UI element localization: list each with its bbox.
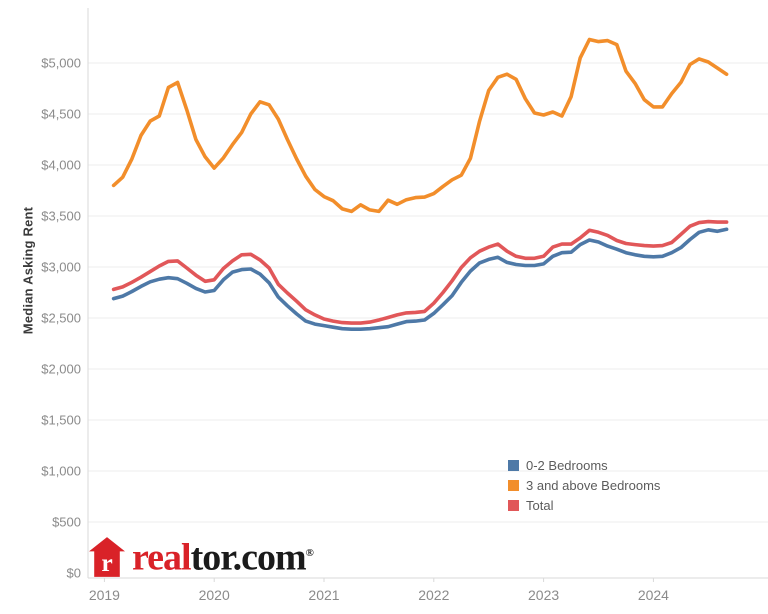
x-tick-label: 2019: [89, 587, 120, 603]
y-tick-label: $5,000: [41, 56, 81, 71]
legend-item-3-and-above-bedrooms: 3 and above Bedrooms: [508, 475, 660, 495]
series-line-3-and-above-bedrooms: [111, 37, 729, 214]
legend-item-0-2-bedrooms: 0-2 Bedrooms: [508, 455, 660, 475]
realtor-wordmark-rest: tor.com: [190, 536, 307, 579]
x-tick-label: 2023: [528, 587, 559, 603]
y-tick-label: $3,000: [41, 260, 81, 275]
y-tick-label: $1,000: [41, 464, 81, 479]
y-tick-label: $1,500: [41, 413, 81, 428]
realtor-house-icon: r: [89, 536, 125, 577]
x-tick-label: 2024: [638, 587, 669, 603]
y-axis-title: Median Asking Rent: [20, 206, 36, 335]
x-tick-label: 2020: [199, 587, 230, 603]
registered-trademark: ®: [305, 547, 314, 559]
legend-swatch-red: [508, 499, 519, 511]
realtor-wordmark-real: real: [132, 536, 192, 579]
legend-label: Total: [526, 497, 554, 513]
x-tick-label: 2022: [418, 587, 449, 603]
chart-legend: 0-2 Bedrooms 3 and above Bedrooms Total: [508, 455, 660, 515]
legend-item-total: Total: [508, 495, 660, 515]
x-tick-label: 2021: [308, 587, 339, 603]
y-tick-label: $4,000: [41, 158, 81, 173]
legend-label: 0-2 Bedrooms: [526, 457, 608, 473]
y-tick-label: $3,500: [41, 209, 81, 224]
legend-swatch-orange: [508, 479, 519, 491]
series-line-0-2-bedrooms: [111, 227, 729, 332]
y-tick-label: $0: [67, 566, 81, 581]
realtor-house-letter: r: [101, 548, 112, 577]
y-tick-label: $500: [52, 515, 81, 530]
y-tick-label: $2,500: [41, 311, 81, 326]
realtor-wordmark: realtor.com®: [132, 533, 314, 578]
legend-label: 3 and above Bedrooms: [526, 477, 661, 493]
realtor-logo: r realtor.com®: [89, 533, 314, 578]
series-line-total: [111, 219, 729, 325]
legend-swatch-blue: [508, 459, 519, 471]
y-tick-label: $4,500: [41, 107, 81, 122]
y-tick-label: $2,000: [41, 362, 81, 377]
